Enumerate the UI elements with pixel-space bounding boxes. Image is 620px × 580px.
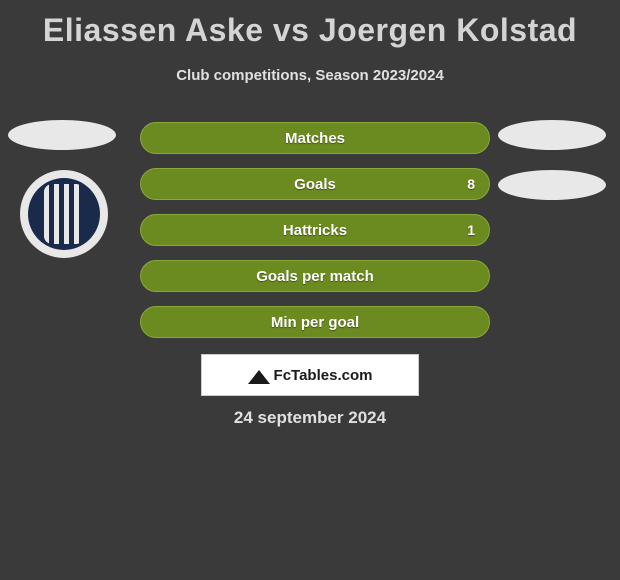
right-badge-2 [498,170,606,200]
bar-goals-per-match: Goals per match [140,260,490,292]
right-badge-1 [498,120,606,150]
bar-min-per-goal: Min per goal [140,306,490,338]
date-text: 24 september 2024 [0,408,620,428]
attribution-badge: FcTables.com [201,354,419,396]
bar-goals: Goals 8 [140,168,490,200]
attribution-text: FcTables.com [274,367,373,384]
club-logo-icon [20,170,108,258]
bar-label: Matches [141,123,489,153]
fctables-logo-icon [248,366,270,384]
stat-bars: Matches Goals 8 Hattricks 1 Goals per ma… [140,122,490,352]
bar-matches: Matches [140,122,490,154]
subtitle: Club competitions, Season 2023/2024 [0,67,620,84]
bar-label: Goals [141,169,489,199]
bar-label: Goals per match [141,261,489,291]
left-badge-1 [8,120,116,150]
bar-value-right: 8 [467,169,475,199]
bar-value-right: 1 [467,215,475,245]
page-title: Eliassen Aske vs Joergen Kolstad [0,0,620,49]
left-player-column [8,120,120,258]
bar-label: Min per goal [141,307,489,337]
bar-label: Hattricks [141,215,489,245]
bar-hattricks: Hattricks 1 [140,214,490,246]
right-player-column [498,120,610,220]
